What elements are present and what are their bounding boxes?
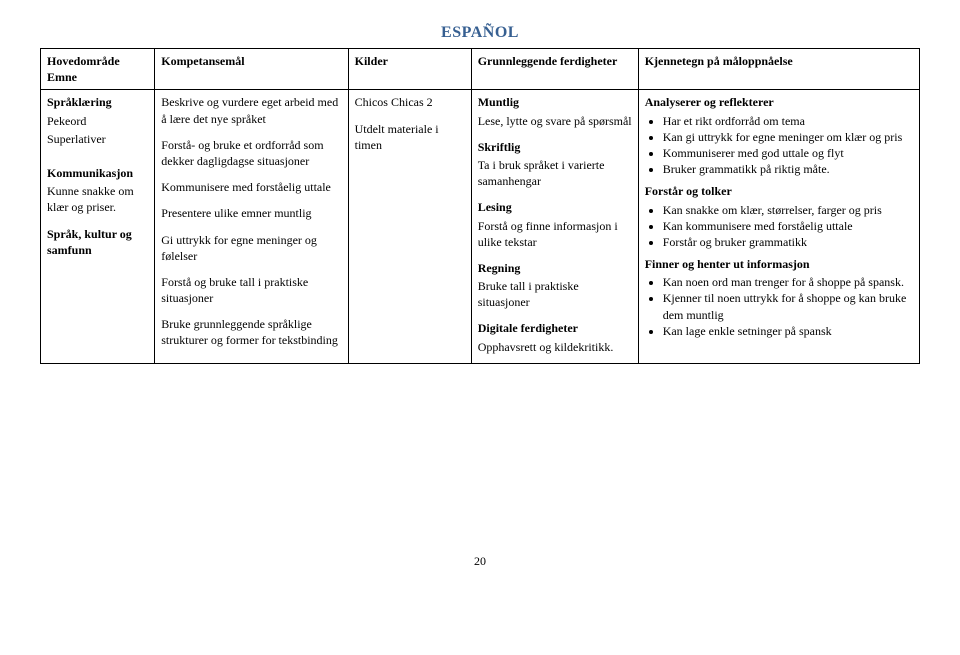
skill-text: Bruke tall i praktiske situasjoner — [478, 278, 632, 310]
list-item: Kan kommunisere med forståelig uttale — [663, 218, 913, 234]
criteria-heading: Finner og henter ut informasjon — [645, 256, 913, 272]
goal-text: Forstå- og bruke et ordforråd som dekker… — [161, 137, 341, 169]
list-item: Kan gi uttrykk for egne meninger om klær… — [663, 129, 913, 145]
emne-text: Kunne snakke om klær og priser. — [47, 183, 148, 215]
skill-heading: Digitale ferdigheter — [478, 320, 632, 336]
page-title: ESPAÑOL — [40, 24, 920, 42]
emne-text: Superlativer — [47, 131, 148, 147]
skill-heading: Regning — [478, 260, 632, 276]
emne-heading: Kommunikasjon — [47, 165, 148, 181]
col-header-kjennetegn: Kjennetegn på måloppnåelse — [638, 49, 919, 90]
criteria-heading: Analyserer og reflekterer — [645, 94, 913, 110]
list-item: Forstår og bruker grammatikk — [663, 234, 913, 250]
source-text: Chicos Chicas 2 — [355, 94, 465, 110]
list-item: Kan lage enkle setninger på spansk — [663, 323, 913, 339]
cell-kilder: Chicos Chicas 2 Utdelt materiale i timen — [348, 90, 471, 363]
list-item: Kan snakke om klær, størrelser, farger o… — [663, 202, 913, 218]
list-item: Kommuniserer med god uttale og flyt — [663, 145, 913, 161]
curriculum-table: Hovedområde Emne Kompetansemål Kilder Gr… — [40, 48, 920, 364]
col-header-omrade: Hovedområde Emne — [41, 49, 155, 90]
skill-heading: Muntlig — [478, 94, 632, 110]
goal-text: Presentere ulike emner muntlig — [161, 205, 341, 221]
list-item: Bruker grammatikk på riktig måte. — [663, 161, 913, 177]
criteria-list: Kan noen ord man trenger for å shoppe på… — [645, 274, 913, 339]
skill-text: Lese, lytte og svare på spørsmål — [478, 113, 632, 129]
col-header-ferdigheter: Grunnleggende ferdigheter — [471, 49, 638, 90]
list-item: Har et rikt ordforråd om tema — [663, 113, 913, 129]
skill-text: Forstå og finne informasjon i ulike teks… — [478, 218, 632, 250]
table-header-row: Hovedområde Emne Kompetansemål Kilder Gr… — [41, 49, 920, 90]
goal-text: Beskrive og vurdere eget arbeid med å læ… — [161, 94, 341, 126]
cell-ferdigheter: Muntlig Lese, lytte og svare på spørsmål… — [471, 90, 638, 363]
emne-heading: Språk, kultur og samfunn — [47, 226, 148, 258]
cell-kjennetegn: Analyserer og reflekterer Har et rikt or… — [638, 90, 919, 363]
header-text: Emne — [47, 70, 77, 84]
source-text: Utdelt materiale i timen — [355, 121, 465, 153]
criteria-list: Kan snakke om klær, størrelser, farger o… — [645, 202, 913, 251]
skill-text: Opphavsrett og kildekritikk. — [478, 339, 632, 355]
criteria-heading: Forstår og tolker — [645, 183, 913, 199]
criteria-list: Har et rikt ordforråd om tema Kan gi utt… — [645, 113, 913, 178]
emne-heading: Språklæring — [47, 94, 148, 110]
cell-omrade: Språklæring Pekeord Superlativer Kommuni… — [41, 90, 155, 363]
goal-text: Kommunisere med forståelig uttale — [161, 179, 341, 195]
cell-kompetansemal: Beskrive og vurdere eget arbeid med å læ… — [155, 90, 348, 363]
skill-text: Ta i bruk språket i varierte samanhengar — [478, 157, 632, 189]
emne-text: Pekeord — [47, 113, 148, 129]
page-number: 20 — [40, 554, 920, 569]
header-text: Hovedområde — [47, 54, 120, 68]
skill-heading: Skriftlig — [478, 139, 632, 155]
goal-text: Bruke grunnleggende språklige strukturer… — [161, 316, 341, 348]
list-item: Kan noen ord man trenger for å shoppe på… — [663, 274, 913, 290]
goal-text: Gi uttrykk for egne meninger og følelser — [161, 232, 341, 264]
table-row: Språklæring Pekeord Superlativer Kommuni… — [41, 90, 920, 363]
col-header-kilder: Kilder — [348, 49, 471, 90]
list-item: Kjenner til noen uttrykk for å shoppe og… — [663, 290, 913, 322]
col-header-kompetansemal: Kompetansemål — [155, 49, 348, 90]
skill-heading: Lesing — [478, 199, 632, 215]
goal-text: Forstå og bruke tall i praktiske situasj… — [161, 274, 341, 306]
